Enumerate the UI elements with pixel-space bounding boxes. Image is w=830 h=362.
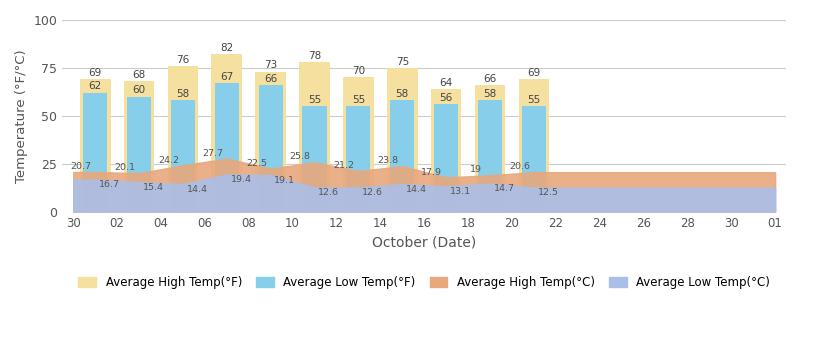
Text: 21.2: 21.2 <box>334 161 354 170</box>
Text: 15.4: 15.4 <box>143 183 164 192</box>
Text: 69: 69 <box>527 68 540 78</box>
Text: 12.5: 12.5 <box>538 188 559 197</box>
Bar <box>256 72 286 212</box>
Text: 78: 78 <box>308 51 321 61</box>
Bar <box>127 97 151 212</box>
Text: 25.8: 25.8 <box>290 152 310 161</box>
Text: 24.2: 24.2 <box>159 156 179 164</box>
Text: 66: 66 <box>264 74 277 84</box>
Bar <box>343 77 374 212</box>
Text: 14.4: 14.4 <box>406 185 427 194</box>
Text: 67: 67 <box>220 72 233 82</box>
Text: 58: 58 <box>483 89 496 99</box>
Bar <box>387 68 417 212</box>
Y-axis label: Temperature (°F/°C): Temperature (°F/°C) <box>15 49 28 183</box>
Text: 20.6: 20.6 <box>509 163 530 171</box>
Text: 58: 58 <box>176 89 189 99</box>
Bar <box>168 66 198 212</box>
Text: 12.6: 12.6 <box>362 188 383 197</box>
Text: 68: 68 <box>133 70 146 80</box>
Text: 70: 70 <box>352 66 365 76</box>
Bar <box>299 62 330 212</box>
Text: 13.1: 13.1 <box>450 187 471 196</box>
Text: 75: 75 <box>396 56 409 67</box>
X-axis label: October (Date): October (Date) <box>372 235 476 249</box>
Text: 19.1: 19.1 <box>275 176 295 185</box>
Bar <box>390 101 414 212</box>
Bar <box>171 101 195 212</box>
Text: 76: 76 <box>176 55 189 65</box>
Text: 82: 82 <box>220 43 233 53</box>
Text: 23.8: 23.8 <box>378 156 398 165</box>
Text: 66: 66 <box>483 74 496 84</box>
Bar <box>475 85 505 212</box>
Bar <box>215 83 239 212</box>
Text: 56: 56 <box>440 93 452 103</box>
Text: 55: 55 <box>308 95 321 105</box>
Text: 62: 62 <box>89 81 102 92</box>
Text: 14.7: 14.7 <box>494 184 515 193</box>
Bar <box>80 79 110 212</box>
Text: 19.4: 19.4 <box>231 175 251 184</box>
Text: 14.4: 14.4 <box>187 185 208 194</box>
Bar <box>302 106 326 212</box>
Legend: Average High Temp(°F), Average Low Temp(°F), Average High Temp(°C), Average Low : Average High Temp(°F), Average Low Temp(… <box>74 271 774 294</box>
Text: 60: 60 <box>133 85 145 95</box>
Text: 12.6: 12.6 <box>318 188 339 197</box>
Bar <box>124 81 154 212</box>
Text: 20.7: 20.7 <box>71 162 91 171</box>
Text: 17.9: 17.9 <box>422 168 442 177</box>
Bar <box>519 79 549 212</box>
Bar <box>478 101 502 212</box>
Text: 55: 55 <box>352 95 365 105</box>
Bar <box>434 104 458 212</box>
Text: 73: 73 <box>264 60 277 70</box>
Bar <box>431 89 461 212</box>
Text: 19: 19 <box>470 165 481 174</box>
Text: 55: 55 <box>527 95 540 105</box>
Text: 20.1: 20.1 <box>115 163 135 172</box>
Bar <box>83 93 107 212</box>
Text: 27.7: 27.7 <box>202 149 223 158</box>
Text: 16.7: 16.7 <box>99 180 120 189</box>
Text: 64: 64 <box>440 78 452 88</box>
Text: 22.5: 22.5 <box>246 159 267 168</box>
Bar <box>522 106 546 212</box>
Text: 58: 58 <box>396 89 409 99</box>
Bar <box>346 106 370 212</box>
Bar <box>259 85 283 212</box>
Text: 69: 69 <box>89 68 102 78</box>
Bar <box>212 55 242 212</box>
